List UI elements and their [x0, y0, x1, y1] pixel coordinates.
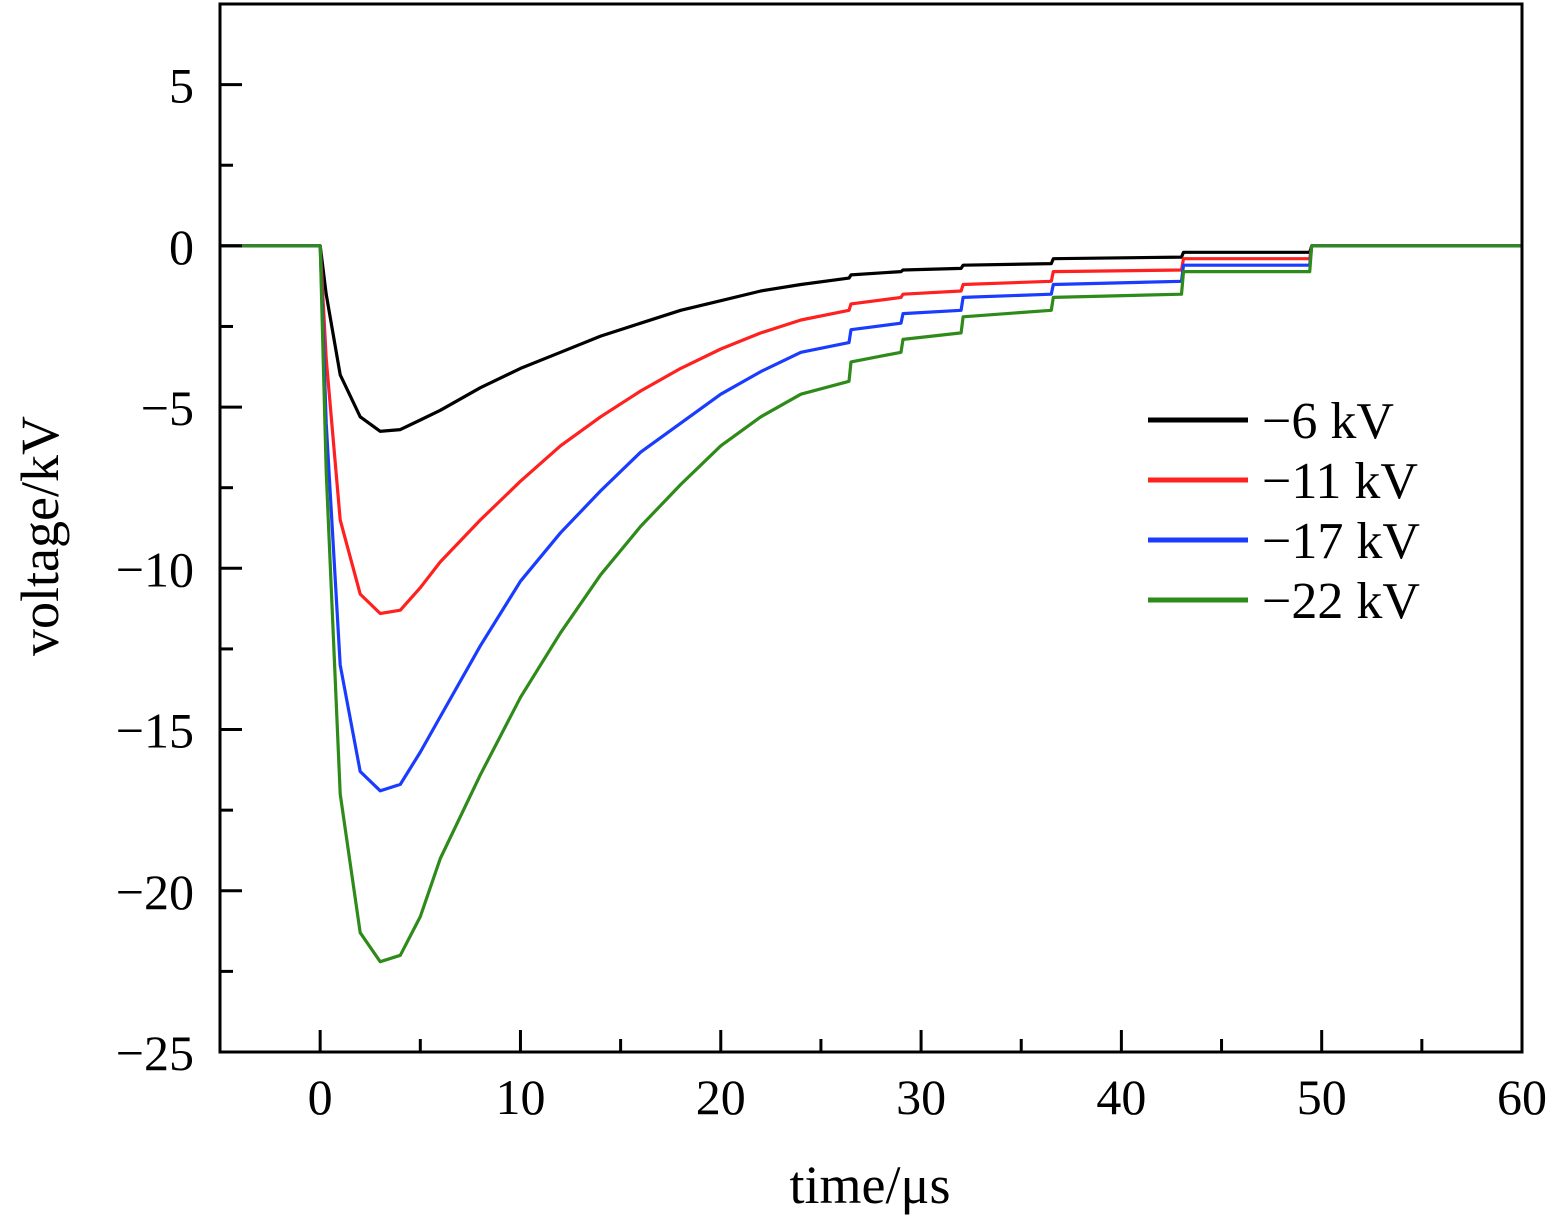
x-tick-label: 60: [1497, 1069, 1547, 1125]
series-line-1: [220, 244, 1522, 433]
y-axis-title: voltage/kV: [10, 416, 70, 656]
legend-label-1: −6 kV: [1262, 393, 1394, 450]
y-tick-label: −10: [116, 541, 194, 597]
x-tick-label: 40: [1096, 1069, 1146, 1125]
x-tick-label: 0: [308, 1069, 333, 1125]
x-tick-label: 50: [1297, 1069, 1347, 1125]
series-lines: [220, 244, 1522, 964]
series-line-3: [220, 244, 1522, 793]
legend-label-2: −11 kV: [1262, 453, 1418, 510]
y-tick-label: 0: [169, 219, 194, 275]
x-axis-title: time/μs: [790, 1155, 951, 1215]
y-tick-label: −20: [116, 864, 194, 920]
legend: −6 kV−11 kV−17 kV−22 kV: [1148, 393, 1420, 630]
plot-frame: [218, 2, 1524, 1054]
x-tick-label: 20: [696, 1069, 746, 1125]
x-tick-label: 30: [896, 1069, 946, 1125]
x-tick-label: 10: [495, 1069, 545, 1125]
legend-label-4: −22 kV: [1262, 573, 1420, 630]
series-line-4: [220, 244, 1522, 964]
series-line-2: [220, 244, 1522, 616]
y-tick-label: −25: [116, 1025, 194, 1081]
y-tick-label: −5: [141, 380, 194, 436]
y-tick-label: 5: [169, 58, 194, 114]
y-tick-label: −15: [116, 703, 194, 759]
legend-label-3: −17 kV: [1262, 513, 1420, 570]
